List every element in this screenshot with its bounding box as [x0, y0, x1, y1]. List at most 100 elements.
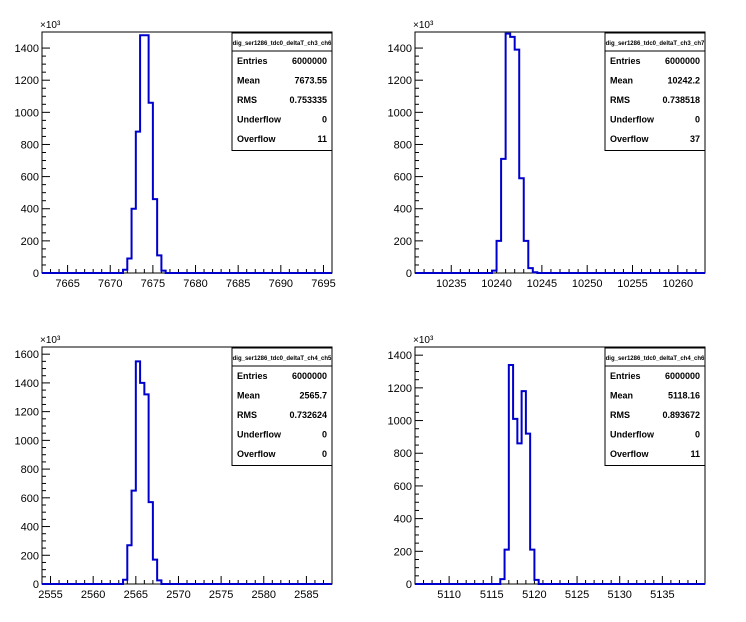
- stats-value: 7673.55: [294, 76, 327, 86]
- y-tick-label: 200: [394, 546, 412, 558]
- y-tick-label: 1000: [388, 107, 412, 119]
- stats-value: 2565.7: [299, 391, 327, 401]
- stats-key: Entries: [610, 371, 641, 381]
- x-tick-label: 5130: [607, 589, 631, 601]
- stats-box: dig_ser1286_tdc0_deltaT_ch4_ch5 Entries 60…: [231, 347, 333, 466]
- stats-title: dig_ser1286_tdc0_deltaT_ch4_ch5: [233, 356, 332, 362]
- stats-value: 0: [322, 115, 327, 125]
- y-tick-label: 800: [394, 139, 412, 151]
- histogram-line: [415, 32, 705, 274]
- y-tick-label: 1400: [388, 43, 412, 55]
- stats-key: RMS: [237, 95, 257, 105]
- y-tick-label: 0: [33, 268, 39, 280]
- stats-key: Mean: [610, 76, 633, 86]
- stats-key: Mean: [610, 391, 633, 401]
- y-tick-label: 1600: [15, 349, 39, 361]
- y-tick-label: 1000: [388, 416, 412, 428]
- y-tick-label: 600: [394, 172, 412, 184]
- stats-title: dig_ser1286_tdc0_deltaT_ch4_ch6: [606, 356, 705, 362]
- stats-key: Overflow: [237, 449, 277, 459]
- x-tick-label: 5135: [650, 589, 674, 601]
- y-tick-label: 600: [21, 172, 39, 184]
- stats-key: Entries: [237, 371, 268, 381]
- stats-key: Underflow: [237, 430, 282, 440]
- y-exponent-label: ×10³: [40, 335, 61, 346]
- histogram-panel-2: 0 200 400 600 800 1000 1200 1400 ×10³ 10235 10240 1…: [388, 20, 706, 290]
- y-tick-label: 800: [21, 464, 39, 476]
- stats-value: 0.732624: [289, 410, 327, 420]
- x-tick-label: 5115: [480, 589, 504, 601]
- stats-key: Underflow: [237, 115, 282, 125]
- x-tick-label: 10240: [481, 278, 512, 290]
- stats-value: 5118.16: [668, 391, 700, 401]
- stats-title: dig_ser1286_tdc0_deltaT_ch3_ch7: [606, 41, 705, 47]
- x-tick-label: 2560: [81, 589, 105, 601]
- x-tick-label: 7665: [55, 278, 79, 290]
- x-tick-label: 2575: [209, 589, 233, 601]
- stats-key: RMS: [237, 410, 257, 420]
- stats-box-frame: [231, 347, 333, 466]
- x-tick-label: 5120: [522, 589, 546, 601]
- x-tick-label: 10260: [663, 278, 694, 290]
- histogram-panel-4: 0 200 400 600 800 1000 1200 1400×10³ 5110 5115 512…: [388, 335, 706, 601]
- histogram-line: [415, 363, 705, 585]
- stats-value: 6000000: [665, 56, 700, 66]
- x-tick-label: 10255: [617, 278, 648, 290]
- stats-value: 0: [695, 115, 700, 125]
- y-tick-label: 0: [33, 579, 39, 591]
- x-tick-label: 10250: [572, 278, 603, 290]
- stats-key: Underflow: [610, 115, 655, 125]
- x-tick-label: 2555: [38, 589, 62, 601]
- stats-value: 11: [317, 134, 327, 144]
- y-tick-label: 400: [394, 514, 412, 526]
- y-tick-label: 1400: [15, 378, 39, 390]
- y-tick-label: 1400: [388, 350, 412, 362]
- y-tick-label: 600: [394, 481, 412, 493]
- y-tick-label: 800: [21, 139, 39, 151]
- stats-key: Overflow: [610, 134, 650, 144]
- y-tick-label: 800: [394, 448, 412, 460]
- y-tick-label: 600: [21, 493, 39, 505]
- histogram-line: [42, 34, 332, 274]
- x-tick-label: 5125: [565, 589, 589, 601]
- y-tick-label: 1200: [388, 383, 412, 395]
- y-tick-label: 400: [21, 204, 39, 216]
- stats-key: Underflow: [610, 430, 655, 440]
- stats-value: 0.738518: [662, 95, 700, 105]
- y-tick-label: 200: [21, 236, 39, 248]
- x-tick-label: 2580: [252, 589, 276, 601]
- stats-box-frame: [231, 32, 333, 151]
- x-tick-label: 5110: [437, 589, 461, 601]
- y-tick-label: 0: [406, 268, 412, 280]
- stats-value: 10242.2: [667, 76, 700, 86]
- stats-value: 6000000: [292, 371, 327, 381]
- stats-value: 0: [695, 430, 700, 440]
- stats-key: Entries: [237, 56, 268, 66]
- stats-box: dig_ser1286_tdc0_deltaT_ch4_ch6 Entries 60…: [604, 347, 706, 466]
- y-tick-label: 1200: [15, 407, 39, 419]
- y-tick-label: 400: [394, 204, 412, 216]
- x-tick-label: 7670: [98, 278, 122, 290]
- histogram-panel-1: 0 200 400 600 800 1000 1200 1400 ×10³ 7665 7670 767…: [15, 20, 336, 290]
- x-tick-label: 7680: [183, 278, 207, 290]
- y-tick-label: 200: [394, 236, 412, 248]
- y-exponent-label: ×10³: [40, 20, 61, 31]
- y-exponent-label: ×10³: [413, 335, 434, 346]
- y-tick-label: 200: [21, 550, 39, 562]
- y-tick-label: 1400: [15, 43, 39, 55]
- stats-box: dig_ser1286_tdc0_deltaT_ch3_ch7 Entries 60…: [604, 32, 706, 151]
- stats-key: Entries: [610, 56, 641, 66]
- x-tick-label: 7685: [226, 278, 250, 290]
- stats-value: 37: [690, 134, 700, 144]
- stats-box: dig_ser1286_tdc0_deltaT_ch3_ch6 Entries 60…: [231, 32, 333, 151]
- x-tick-label: 2565: [124, 589, 148, 601]
- x-tick-label: 10245: [527, 278, 558, 290]
- stats-key: Mean: [237, 391, 260, 401]
- stats-value: 11: [690, 449, 700, 459]
- x-tick-label: 7695: [311, 278, 335, 290]
- stats-key: Overflow: [237, 134, 277, 144]
- stats-value: 0: [322, 449, 327, 459]
- stats-key: Overflow: [610, 449, 650, 459]
- stats-key: RMS: [610, 95, 630, 105]
